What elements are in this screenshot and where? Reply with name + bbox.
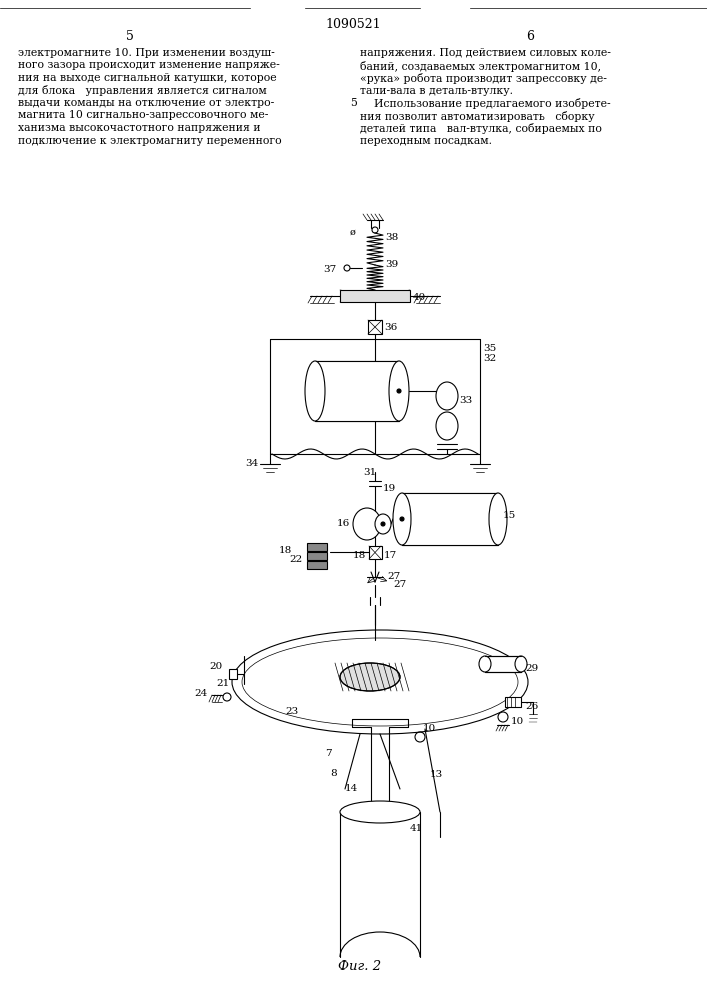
- Bar: [307, 552, 327, 560]
- Bar: [368, 320, 382, 334]
- Text: ния позволит автоматизировать   сборку: ния позволит автоматизировать сборку: [360, 110, 595, 121]
- Text: электромагните 10. При изменении воздуш-: электромагните 10. При изменении воздуш-: [18, 48, 275, 58]
- Ellipse shape: [479, 656, 491, 672]
- Text: «рука» робота производит запрессовку де-: «рука» робота производит запрессовку де-: [360, 73, 607, 84]
- Text: 10: 10: [423, 724, 436, 733]
- Ellipse shape: [436, 382, 458, 410]
- Text: тали-вала в деталь-втулку.: тали-вала в деталь-втулку.: [360, 86, 513, 96]
- Text: 16: 16: [337, 519, 350, 528]
- Text: 33: 33: [459, 396, 472, 405]
- Text: переходным посадкам.: переходным посадкам.: [360, 135, 492, 145]
- Bar: [340, 290, 410, 302]
- Bar: [402, 493, 498, 545]
- Text: 1090521: 1090521: [325, 18, 381, 31]
- Text: напряжения. Под действием силовых коле-: напряжения. Под действием силовых коле-: [360, 48, 611, 58]
- Text: 6: 6: [526, 30, 534, 43]
- Ellipse shape: [515, 656, 527, 672]
- Text: 35: 35: [483, 344, 496, 353]
- Text: 36: 36: [384, 322, 397, 332]
- Ellipse shape: [340, 663, 400, 691]
- Text: 34: 34: [245, 459, 258, 468]
- Bar: [315, 361, 399, 421]
- Text: выдачи команды на отключение от электро-: выдачи команды на отключение от электро-: [18, 98, 274, 108]
- Ellipse shape: [340, 801, 420, 823]
- Circle shape: [498, 712, 508, 722]
- Text: магнита 10 сигнально-запрессовочного ме-: магнита 10 сигнально-запрессовочного ме-: [18, 110, 269, 120]
- Text: 10: 10: [511, 717, 525, 726]
- Text: 27: 27: [393, 580, 407, 589]
- Ellipse shape: [375, 514, 391, 534]
- Ellipse shape: [489, 493, 507, 545]
- Text: 40: 40: [413, 293, 426, 302]
- Text: 5: 5: [350, 98, 357, 108]
- Text: 31: 31: [363, 468, 376, 477]
- Text: 38: 38: [385, 233, 398, 242]
- Bar: [307, 543, 327, 551]
- Text: 18: 18: [353, 551, 366, 560]
- Ellipse shape: [389, 361, 409, 421]
- Circle shape: [381, 522, 385, 526]
- Bar: [229, 669, 237, 679]
- Text: 39: 39: [385, 260, 398, 269]
- Text: ного зазора происходит изменение напряже-: ного зазора происходит изменение напряже…: [18, 60, 280, 70]
- Text: Фиг. 2: Фиг. 2: [339, 960, 382, 973]
- Ellipse shape: [436, 412, 458, 440]
- Text: баний, создаваемых электромагнитом 10,: баний, создаваемых электромагнитом 10,: [360, 60, 601, 72]
- Ellipse shape: [393, 493, 411, 545]
- Text: 29: 29: [525, 664, 538, 673]
- Text: 23: 23: [285, 707, 298, 716]
- Text: ния на выходе сигнальной катушки, которое: ния на выходе сигнальной катушки, которо…: [18, 73, 276, 83]
- Text: 22: 22: [289, 555, 303, 564]
- Text: 19: 19: [383, 484, 396, 493]
- Ellipse shape: [353, 508, 381, 540]
- Bar: [485, 656, 521, 672]
- Text: 13: 13: [430, 770, 443, 779]
- Ellipse shape: [232, 630, 528, 734]
- Bar: [505, 697, 521, 707]
- Text: 27: 27: [387, 572, 400, 581]
- Text: 32: 32: [483, 354, 496, 363]
- Text: 5: 5: [126, 30, 134, 43]
- Text: 14: 14: [345, 784, 358, 793]
- Text: деталей типа   вал-втулка, собираемых по: деталей типа вал-втулка, собираемых по: [360, 123, 602, 134]
- Text: для блока   управления является сигналом: для блока управления является сигналом: [18, 86, 267, 97]
- Text: 15: 15: [503, 511, 516, 520]
- Text: 21: 21: [216, 679, 229, 688]
- Text: ханизма высокочастотного напряжения и: ханизма высокочастотного напряжения и: [18, 123, 261, 133]
- Ellipse shape: [242, 638, 518, 726]
- Bar: [369, 546, 382, 559]
- Bar: [307, 561, 327, 569]
- Text: 17: 17: [384, 551, 397, 560]
- Circle shape: [397, 389, 401, 393]
- Text: 7: 7: [325, 749, 332, 758]
- Text: 18: 18: [279, 546, 292, 555]
- Text: подключение к электромагниту переменного: подключение к электромагниту переменного: [18, 135, 281, 145]
- Text: 41: 41: [410, 824, 423, 833]
- Circle shape: [400, 517, 404, 521]
- Text: ø: ø: [350, 228, 356, 237]
- Text: 8: 8: [330, 769, 337, 778]
- Text: Использование предлагаемого изобрете-: Использование предлагаемого изобрете-: [360, 98, 611, 109]
- Text: 37: 37: [323, 265, 337, 274]
- Ellipse shape: [305, 361, 325, 421]
- Text: 26: 26: [525, 702, 538, 711]
- Text: 20: 20: [209, 662, 222, 671]
- Text: 24: 24: [194, 689, 207, 698]
